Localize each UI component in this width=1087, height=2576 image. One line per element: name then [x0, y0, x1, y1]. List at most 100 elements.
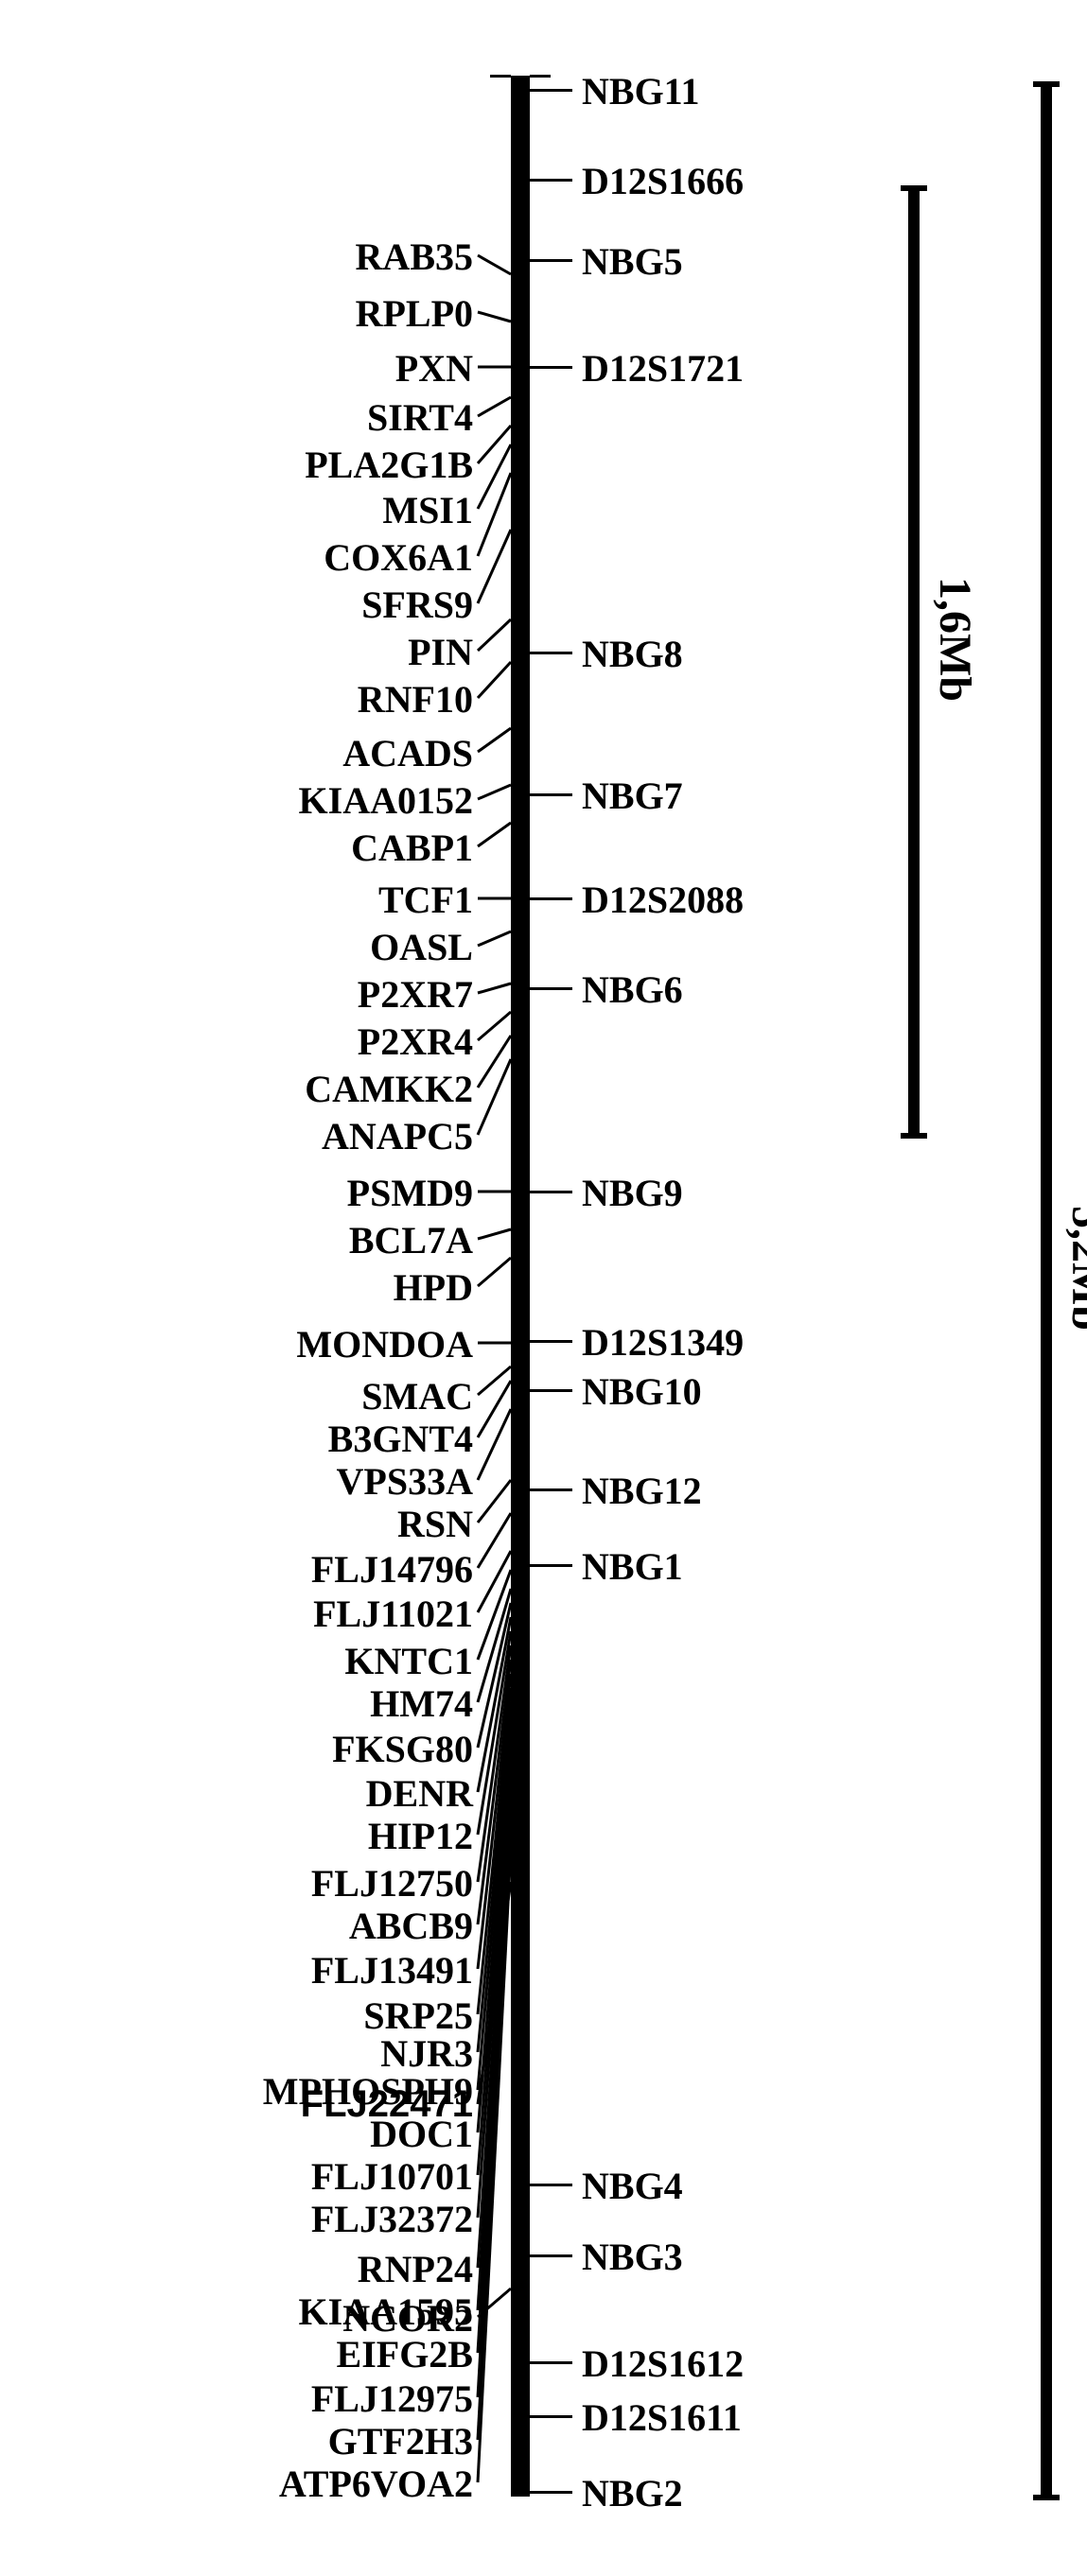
gene-label: PSMD9 — [347, 1171, 473, 1215]
gene-label: P2XR4 — [358, 1019, 473, 1064]
gene-map-diagram: NBG11 D12S1666 NBG5 D12S1721 NBG8 NBG7 D12S208… — [0, 0, 1087, 2576]
gene-label: OASL — [370, 925, 473, 969]
connector-left — [476, 1341, 513, 1345]
tick-right — [530, 2361, 572, 2364]
marker-label: NBG8 — [582, 632, 683, 676]
connector-left — [476, 660, 513, 700]
marker-label: D12S2088 — [582, 878, 744, 922]
marker-label: NBG1 — [582, 1544, 683, 1589]
marker-label: NBG10 — [582, 1369, 702, 1414]
gene-label: FLJ32372 — [311, 2197, 473, 2241]
tick-right — [530, 179, 572, 182]
gene-label: SFRS9 — [361, 583, 473, 627]
gene-label: RPLP0 — [356, 291, 473, 336]
gene-label: CABP1 — [351, 826, 473, 870]
marker-label: NBG5 — [582, 239, 683, 284]
scale-cap — [1033, 2495, 1060, 2500]
gene-label: MSI1 — [382, 488, 473, 532]
connector-left — [476, 618, 513, 653]
tick-right — [530, 2491, 572, 2494]
gene-label: HPD — [394, 1265, 473, 1310]
gene-label: SIRT4 — [367, 395, 473, 440]
tick-right — [530, 793, 572, 796]
gene-label: FLJ10701 — [311, 2154, 473, 2199]
marker-label: D12S1611 — [582, 2395, 742, 2440]
connector-left — [476, 1227, 513, 1241]
connector-left — [476, 896, 513, 900]
marker-label: NBG4 — [582, 2164, 683, 2208]
gene-label: FKSG80 — [332, 1727, 473, 1771]
connector-left — [476, 930, 513, 948]
gene-label: NCOR2 — [342, 2296, 473, 2341]
connector-left — [476, 783, 513, 801]
connector-left — [476, 1190, 513, 1193]
tick-right — [530, 2184, 572, 2186]
tick-right — [530, 366, 572, 369]
gene-label: CAMKK2 — [305, 1067, 473, 1111]
connector-left — [476, 253, 513, 276]
marker-label: NBG2 — [582, 2471, 683, 2515]
gene-label: RSN — [397, 1502, 473, 1546]
marker-label: NBG7 — [582, 774, 683, 818]
gene-label: B3GNT4 — [328, 1417, 473, 1461]
scale-cap — [1033, 81, 1060, 87]
gene-label: MONDOA — [296, 1322, 473, 1366]
tick-right — [530, 1191, 572, 1193]
gene-label: DENR — [366, 1771, 473, 1816]
tick-right — [530, 2254, 572, 2257]
gene-label: ABCB9 — [349, 1904, 473, 1948]
marker-label: D12S1349 — [582, 1320, 744, 1365]
scale-bar — [1041, 85, 1052, 2497]
gene-label: BCL7A — [349, 1218, 473, 1262]
gene-label: GTF2H3 — [328, 2419, 473, 2463]
gene-label: TCF1 — [378, 878, 473, 922]
gene-label: FLJ22471 — [301, 2083, 473, 2126]
scale-cap — [901, 185, 927, 191]
connector-left — [476, 310, 513, 323]
marker-label: D12S1612 — [582, 2341, 744, 2386]
connector-left — [476, 821, 513, 848]
gene-label: FLJ13491 — [311, 1948, 473, 1993]
marker-label: NBG3 — [582, 2235, 683, 2279]
tick-right — [530, 89, 572, 92]
scale-label: 5,2Mb — [1061, 1206, 1087, 1331]
tick-right — [530, 987, 572, 990]
connector-left — [476, 528, 513, 605]
gene-label: VPS33A — [337, 1459, 473, 1504]
gene-label: ATP6VOA2 — [279, 2462, 473, 2506]
tick-right — [530, 652, 572, 654]
scale-cap — [901, 1133, 927, 1139]
connector-left — [476, 1057, 513, 1137]
marker-label: NBG12 — [582, 1469, 702, 1513]
gene-label: ANAPC5 — [322, 1114, 473, 1158]
gene-label: FLJ12750 — [311, 1861, 473, 1906]
chromosome-end-tick — [490, 75, 511, 78]
tick-right — [530, 897, 572, 900]
gene-label: FLJ14796 — [311, 1547, 473, 1592]
gene-label: RAB35 — [356, 235, 473, 279]
gene-label: P2XR7 — [358, 972, 473, 1017]
marker-label: NBG11 — [582, 69, 699, 113]
gene-label: KIAA0152 — [299, 778, 473, 823]
gene-label: HM74 — [370, 1681, 473, 1726]
marker-label: NBG6 — [582, 967, 683, 1012]
scale-label: 1,6Mb — [929, 577, 981, 702]
tick-right — [530, 259, 572, 262]
gene-label: PLA2G1B — [305, 443, 473, 487]
gene-label: COX6A1 — [324, 535, 473, 580]
connector-left — [476, 365, 513, 369]
gene-label: FLJ12975 — [311, 2376, 473, 2421]
gene-label: SMAC — [361, 1374, 473, 1419]
gene-label: PXN — [395, 346, 473, 391]
marker-label: D12S1666 — [582, 159, 744, 203]
tick-right — [530, 1389, 572, 1392]
connector-left — [476, 982, 513, 995]
gene-label: PIN — [408, 630, 473, 674]
gene-label: RNF10 — [358, 677, 473, 722]
tick-right — [530, 1564, 572, 1567]
connector-left — [476, 1407, 513, 1482]
gene-label: RNP24 — [358, 2247, 473, 2291]
gene-label: HIP12 — [368, 1814, 473, 1858]
gene-label: KNTC1 — [344, 1639, 473, 1683]
marker-label: D12S1721 — [582, 346, 744, 391]
